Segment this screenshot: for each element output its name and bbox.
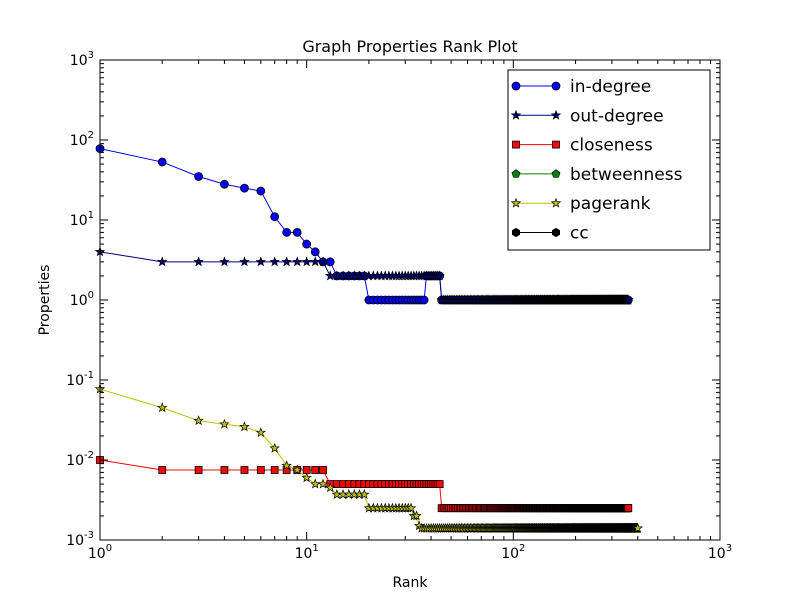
series-out-degree <box>94 246 634 305</box>
legend-marker <box>551 169 561 178</box>
x-tick-label: 103 <box>708 543 732 562</box>
legend-label: in-degree <box>570 77 651 97</box>
y-tick-label: 10-3 <box>66 530 94 549</box>
data-point-closeness <box>194 466 203 474</box>
legend-marker <box>551 81 561 91</box>
data-point-out-degree <box>317 256 329 267</box>
data-point-in-degree <box>292 227 302 237</box>
legend-marker <box>510 197 522 208</box>
legend-marker <box>511 81 521 91</box>
data-point-pagerank <box>301 472 312 483</box>
data-point-out-degree <box>255 256 267 267</box>
data-point-in-degree <box>310 247 320 257</box>
data-point-in-degree <box>220 179 229 189</box>
legend-marker <box>511 169 521 178</box>
data-point-pagerank <box>291 464 303 475</box>
data-point-pagerank <box>317 478 329 489</box>
data-point-closeness <box>220 466 229 474</box>
data-point-pagerank <box>405 502 417 513</box>
data-point-in-degree <box>419 295 429 305</box>
data-point-pagerank <box>281 460 292 471</box>
data-point-pagerank <box>324 482 336 493</box>
legend-marker <box>552 227 560 238</box>
x-tick-label: 100 <box>88 543 112 562</box>
x-axis-label: Rank <box>393 575 429 591</box>
data-point-pagerank <box>219 418 230 429</box>
data-point-pagerank <box>411 510 422 521</box>
data-point-closeness <box>624 504 633 513</box>
y-tick-label: 102 <box>70 130 94 149</box>
legend-item-closeness: closeness <box>512 136 653 156</box>
data-point-out-degree <box>301 256 312 267</box>
data-point-closeness <box>319 466 327 474</box>
x-tick-label: 101 <box>295 543 319 562</box>
data-point-out-degree <box>156 256 168 267</box>
data-point-in-degree <box>302 239 312 249</box>
data-point-pagerank <box>239 421 250 432</box>
legend-label: pagerank <box>570 194 651 214</box>
data-point-closeness <box>240 466 249 474</box>
legend-label: cc <box>570 224 589 244</box>
legend-marker <box>550 109 562 120</box>
data-point-out-degree <box>434 270 445 281</box>
data-point-closeness <box>158 466 167 474</box>
data-point-out-degree <box>219 256 230 267</box>
data-point-in-degree <box>194 172 204 181</box>
data-point-in-degree <box>270 212 280 222</box>
data-point-pagerank <box>269 442 280 453</box>
legend: in-degree out-degree closeness betweenness p… <box>507 69 711 251</box>
legend-marker <box>550 197 562 208</box>
legend-item-betweenness: betweenness <box>511 165 683 185</box>
y-tick-label: 100 <box>70 290 94 309</box>
legend-label: betweenness <box>570 165 683 185</box>
y-tick-label: 101 <box>70 210 94 229</box>
data-point-out-degree <box>281 256 292 267</box>
data-point-pagerank <box>255 427 267 438</box>
y-tick-label: 10-2 <box>66 450 94 469</box>
data-point-in-degree <box>282 227 292 237</box>
data-point-out-degree <box>291 256 303 267</box>
data-point-pagerank <box>359 489 370 499</box>
y-axis-label: Properties <box>37 265 53 336</box>
y-tick-label: 10-1 <box>66 370 94 389</box>
data-point-out-degree <box>309 256 321 267</box>
data-point-out-degree <box>269 256 280 267</box>
legend-item-in-degree: in-degree <box>511 77 651 97</box>
data-point-out-degree <box>623 294 634 305</box>
legend-label: out-degree <box>570 106 664 126</box>
legend-item-pagerank: pagerank <box>510 194 651 214</box>
series-layer <box>94 144 643 533</box>
legend-item-cc: cc <box>512 224 589 244</box>
data-point-closeness <box>435 480 444 488</box>
series-closeness <box>96 456 633 513</box>
legend-marker <box>552 140 560 149</box>
chart-title: Graph Properties Rank Plot <box>302 37 517 56</box>
data-point-in-degree <box>325 257 335 267</box>
legend-marker <box>512 227 520 238</box>
series-pagerank <box>94 383 643 533</box>
legend-marker <box>510 109 522 120</box>
data-point-closeness <box>270 466 279 474</box>
axis-ticks: 100 101 102 103 10-3 10-2 10-1 100 101 102 103 <box>66 50 732 562</box>
data-point-pagerank <box>156 402 168 413</box>
y-tick-label: 103 <box>70 50 94 69</box>
x-tick-label: 102 <box>501 543 525 562</box>
data-point-out-degree <box>193 256 204 267</box>
data-point-in-degree <box>240 183 249 193</box>
legend-box <box>507 69 711 251</box>
data-point-out-degree <box>239 256 250 267</box>
data-point-closeness <box>311 466 320 474</box>
legend-label: closeness <box>570 136 653 156</box>
legend-item-out-degree: out-degree <box>510 106 664 126</box>
data-point-closeness <box>256 466 265 474</box>
data-point-in-degree <box>157 157 167 167</box>
data-point-pagerank <box>193 415 204 426</box>
data-point-in-degree <box>256 186 266 196</box>
legend-marker <box>512 140 520 149</box>
data-point-pagerank <box>309 478 321 489</box>
data-point-pagerank <box>632 522 643 533</box>
